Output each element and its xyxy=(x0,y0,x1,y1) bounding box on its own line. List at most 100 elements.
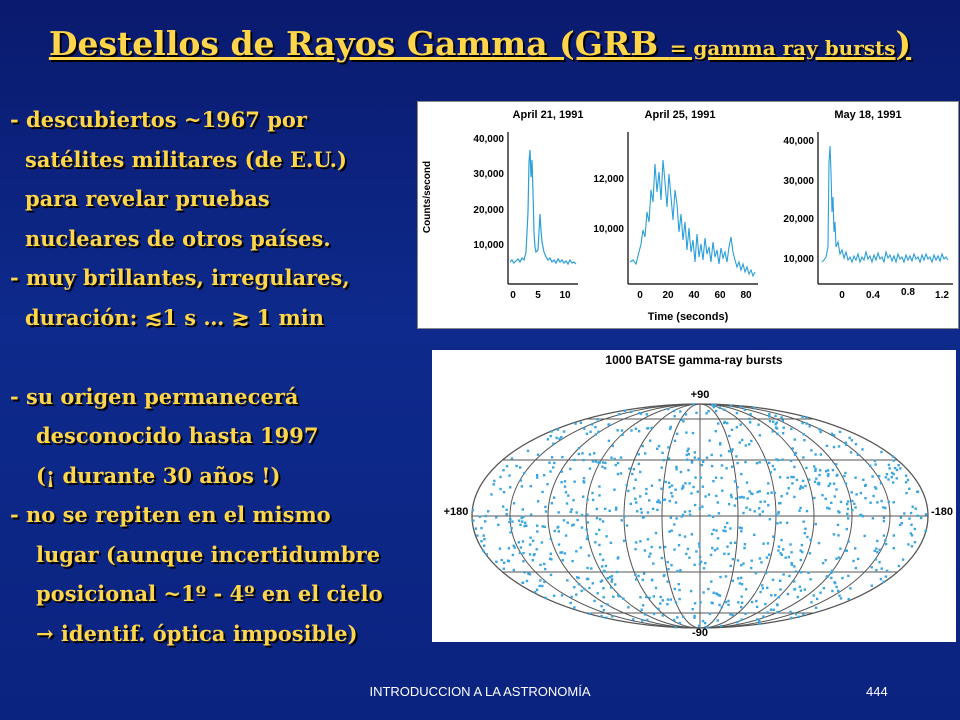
burst-point xyxy=(760,561,763,564)
burst-point xyxy=(755,605,759,609)
bullet-line: nucleares de otros países. xyxy=(25,225,331,251)
burst-point xyxy=(861,515,864,518)
burst-point xyxy=(702,460,705,464)
burst-point xyxy=(523,571,526,574)
burst-point xyxy=(535,476,539,479)
burst-point xyxy=(566,579,569,582)
burst-point xyxy=(536,474,539,477)
burst-point xyxy=(777,545,781,548)
burst-point xyxy=(819,453,823,456)
burst-point xyxy=(528,543,532,546)
burst-point xyxy=(804,484,807,488)
burst-point xyxy=(724,601,728,604)
burst-point xyxy=(826,575,829,578)
burst-point xyxy=(750,559,753,562)
burst-point xyxy=(729,564,732,568)
burst-point xyxy=(524,521,527,524)
burst-point xyxy=(872,494,875,498)
burst-point xyxy=(716,537,720,540)
burst-point xyxy=(790,563,793,566)
burst-point xyxy=(522,551,525,555)
burst-point xyxy=(676,569,679,573)
burst-point xyxy=(509,531,512,534)
burst-point xyxy=(601,461,605,464)
burst-point xyxy=(831,468,835,472)
burst-point xyxy=(899,467,902,470)
burst-point xyxy=(716,547,719,550)
burst-point xyxy=(731,558,735,561)
burst-point xyxy=(876,501,879,504)
burst-point xyxy=(569,467,572,471)
burst-point xyxy=(548,557,552,560)
burst-point xyxy=(878,548,881,551)
burst-point xyxy=(774,423,777,426)
burst-point xyxy=(693,451,696,454)
burst-point xyxy=(611,615,614,618)
burst-point xyxy=(536,524,539,527)
burst-point xyxy=(785,492,789,495)
burst-point xyxy=(739,405,742,408)
burst-point xyxy=(656,447,659,450)
burst-point xyxy=(814,453,817,456)
burst-point xyxy=(790,561,793,565)
burst-point xyxy=(634,497,637,501)
burst-point xyxy=(806,535,809,539)
burst-point xyxy=(521,520,524,523)
burst-point xyxy=(529,536,532,539)
burst-point xyxy=(854,476,857,479)
burst-point xyxy=(495,560,498,563)
burst-point xyxy=(630,429,633,432)
burst-point xyxy=(558,437,561,440)
burst-point xyxy=(675,465,678,469)
burst-point xyxy=(573,458,576,462)
burst-point xyxy=(480,526,483,530)
burst-point xyxy=(893,466,897,470)
burst-point xyxy=(502,469,505,472)
burst-point xyxy=(869,501,872,504)
burst-point xyxy=(693,503,697,507)
burst-point xyxy=(781,458,784,461)
burst-point xyxy=(770,594,773,597)
burst-point xyxy=(604,461,607,465)
burst-point xyxy=(507,547,511,550)
burst-point xyxy=(904,481,908,484)
burst-point xyxy=(801,479,805,483)
burst-point xyxy=(782,548,785,551)
burst-point xyxy=(661,451,664,454)
burst-point xyxy=(726,521,729,525)
burst-point xyxy=(714,476,718,479)
x-tick-label: 0.4 xyxy=(866,290,880,301)
y-tick-label: 10,000 xyxy=(473,240,504,251)
burst-point xyxy=(713,549,717,552)
burst-point xyxy=(576,576,579,579)
slide-title: Destellos de Rayos Gamma (GRB = gamma ra… xyxy=(0,24,960,63)
burst-point xyxy=(718,603,721,607)
burst-point xyxy=(744,460,747,464)
x-tick-label: 5 xyxy=(535,290,541,301)
burst-point xyxy=(552,594,556,597)
burst-point xyxy=(737,577,740,580)
burst-point xyxy=(623,409,627,412)
burst-point xyxy=(650,426,653,430)
burst-point xyxy=(790,475,793,479)
burst-point xyxy=(789,459,793,463)
burst-point xyxy=(749,413,752,416)
burst-point xyxy=(534,590,537,594)
burst-point xyxy=(832,533,836,536)
burst-point xyxy=(546,483,549,486)
burst-point xyxy=(618,595,621,598)
burst-point xyxy=(773,468,776,471)
burst-point xyxy=(830,576,833,580)
burst-point xyxy=(786,521,789,524)
burst-point xyxy=(543,474,546,477)
burst-point xyxy=(490,493,493,496)
burst-point xyxy=(549,573,553,577)
burst-point xyxy=(593,599,596,603)
burst-point xyxy=(878,561,881,564)
burst-point xyxy=(614,508,618,511)
burst-point xyxy=(764,459,767,462)
burst-point xyxy=(895,468,899,472)
burst-point xyxy=(679,470,683,474)
burst-point xyxy=(654,531,658,535)
burst-point xyxy=(659,602,662,605)
